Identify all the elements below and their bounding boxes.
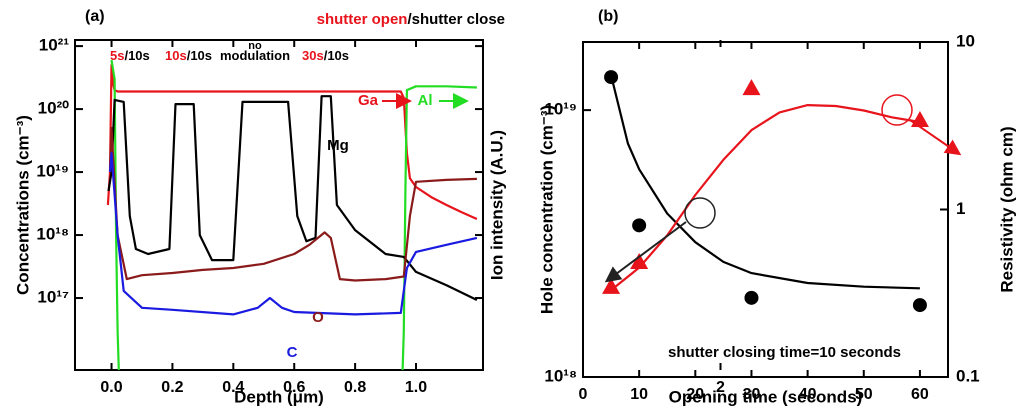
series-line (108, 152, 478, 316)
y-tick-label: 10²¹ (39, 36, 70, 55)
y-axis-label: Concentrations (cm⁻³) (13, 115, 32, 295)
x-tick-label: 0.2 (161, 379, 183, 396)
annotation-run: /10s (187, 48, 212, 63)
series-label: Al (418, 92, 433, 109)
y2-axis-label: Ion intensity (A.U.) (487, 130, 506, 280)
data-point (744, 290, 759, 305)
annotation-run: no (248, 40, 262, 52)
y-tick-label: 10¹⁷ (37, 288, 69, 307)
x-tick-label: 0.8 (344, 379, 366, 396)
annotation-run: 5s (110, 48, 124, 63)
x-tick-label: 0.0 (100, 379, 122, 396)
annotation: shutter closing time=10 seconds (668, 344, 901, 361)
annotation: 10s/10s (165, 48, 212, 63)
annotation-run: (a) (85, 8, 105, 25)
series-line (108, 126, 477, 282)
annotation-run: /shutter close (407, 11, 505, 28)
annotation-run: modulation (220, 48, 290, 63)
x-tick-label: 30 (743, 386, 761, 403)
series-line (610, 104, 921, 291)
series-label: Mg (327, 137, 349, 154)
annotation: no (248, 40, 262, 52)
plot-area (602, 70, 929, 313)
data-point (604, 70, 619, 85)
plot-area (106, 59, 478, 370)
annotation: shutter open/shutter close (317, 11, 505, 28)
series-label: Ga (358, 92, 379, 109)
data-point (630, 252, 649, 269)
annotation: 30s/10s (302, 48, 349, 63)
data-point (632, 218, 647, 233)
series-line (106, 63, 478, 221)
panel: 0 10 20 30 40 50 60 10¹⁸ 10¹⁹ 0.1 1 10 Opening time … (537, 8, 1016, 406)
x-tick-label: 50 (855, 386, 873, 403)
x-tick-label: 2 (716, 379, 725, 396)
annotation-run: /10s (324, 48, 349, 63)
y-tick-label: 10²⁰ (38, 99, 70, 118)
annotation-run: shutter closing time=10 seconds (668, 344, 901, 361)
y-tick-label: 10¹⁸ (36, 225, 69, 244)
x-axis-label: Opening time (seconds) (669, 387, 863, 406)
series-line (107, 95, 478, 301)
pointer-arrow (604, 221, 687, 283)
annotation: (b) (598, 8, 618, 25)
y-axis-label: Hole concentration (cm⁻³) (537, 105, 556, 314)
data-point (742, 79, 761, 96)
x-tick-label: 10 (630, 386, 648, 403)
annotation-run: (b) (598, 8, 618, 25)
annotation: (a) (85, 8, 105, 25)
plot-frame (74, 39, 484, 371)
x-tick-label: 60 (911, 386, 929, 403)
annotation: modulation (220, 48, 290, 63)
panel: 0.0 0.2 0.4 0.6 0.8 1.0 2 10¹⁷ 10¹⁸ 10¹⁹ 10²⁰ 10²¹ D… (13, 8, 725, 406)
series-label: C (287, 344, 298, 361)
series-line (110, 59, 477, 370)
highlight-circle (684, 197, 716, 229)
annotation-run: 30s (302, 48, 324, 63)
data-point (910, 111, 929, 128)
annotation: 5s/10s (110, 48, 150, 63)
annotation-run: 10s (165, 48, 187, 63)
annotation-run: shutter open (317, 11, 408, 28)
y-tick-label: 10¹⁹ (36, 162, 69, 181)
y-tick-label: 10¹⁸ (544, 366, 577, 385)
x-tick-label: 20 (686, 386, 704, 403)
x-tick-label: 0.4 (222, 379, 244, 396)
plot-frame (582, 41, 949, 378)
annotation-run: /10s (124, 48, 149, 63)
y-tick-label: 10¹⁹ (544, 100, 577, 119)
x-tick-label: 1.0 (405, 379, 427, 396)
data-point (602, 277, 621, 294)
series-line (610, 75, 920, 290)
data-point (912, 298, 927, 313)
x-tick-label: 0 (579, 386, 588, 403)
pointer-arrow (909, 119, 962, 156)
highlight-circle (881, 94, 913, 126)
y2-tick-label: 10 (956, 31, 975, 50)
series-label: O (312, 309, 324, 326)
y2-tick-label: 0.1 (956, 366, 980, 385)
y2-axis-label: Resistivity (ohm cm) (997, 126, 1016, 292)
y2-tick-label: 1 (956, 199, 965, 218)
x-axis-label: Depth (μm) (234, 387, 324, 406)
x-tick-label: 40 (799, 386, 817, 403)
x-tick-label: 0.6 (283, 379, 305, 396)
